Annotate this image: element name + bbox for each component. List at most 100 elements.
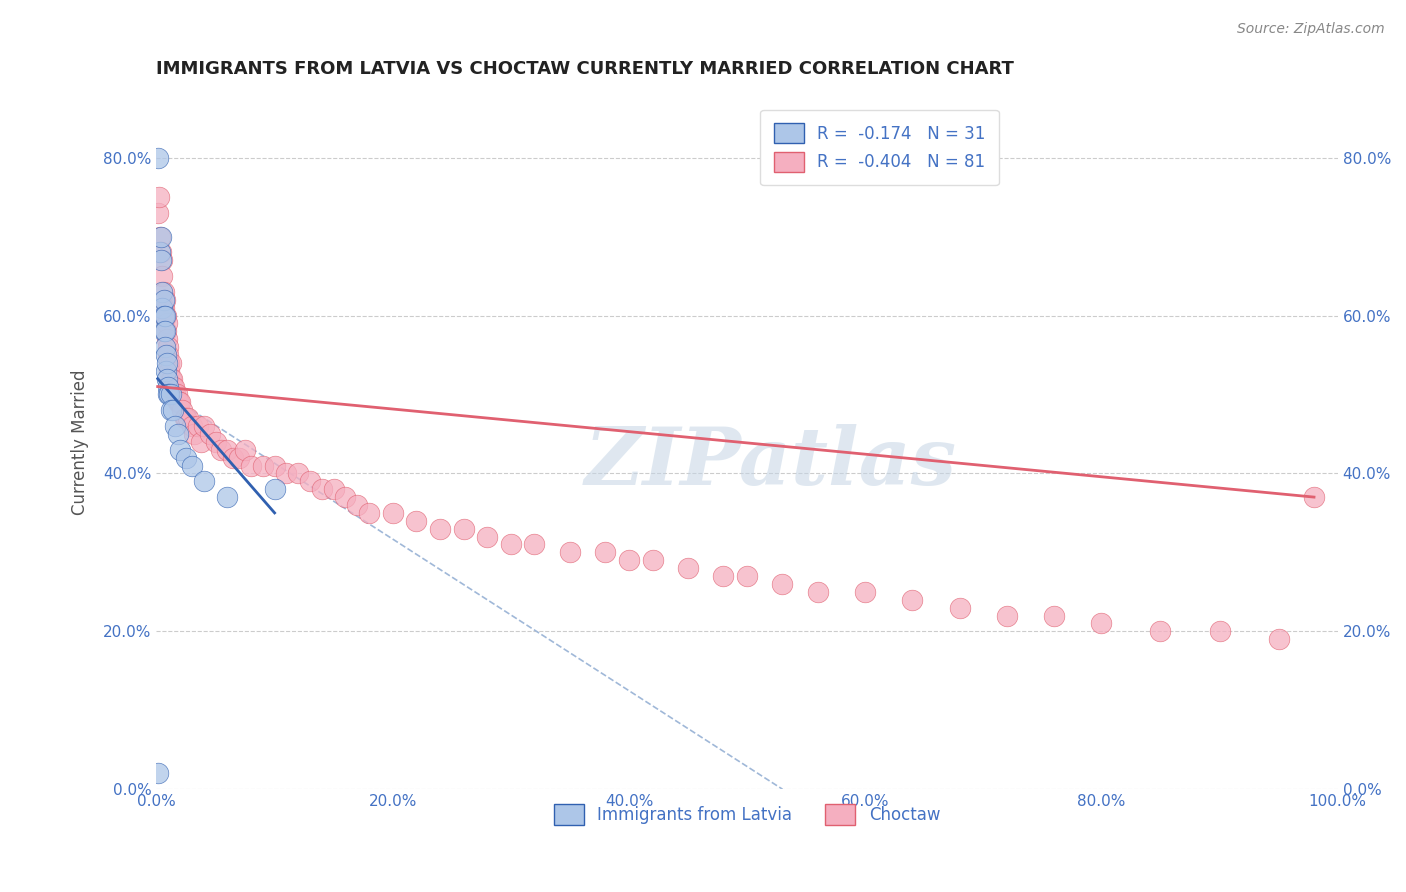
Point [156, 356, 179, 370]
Point [156, 317, 179, 331]
Point [149, 229, 172, 244]
Point [157, 348, 180, 362]
Text: IMMIGRANTS FROM LATVIA VS CHOCTAW CURRENTLY MARRIED CORRELATION CHART: IMMIGRANTS FROM LATVIA VS CHOCTAW CURREN… [156, 60, 1014, 78]
Point [169, 442, 191, 457]
Point [150, 245, 173, 260]
Point [299, 475, 322, 489]
Point [676, 561, 699, 575]
Point [807, 584, 830, 599]
Point [152, 309, 174, 323]
Y-axis label: Currently Married: Currently Married [72, 369, 89, 515]
Point [276, 467, 298, 481]
Legend: Immigrants from Latvia, Choctaw: Immigrants from Latvia, Choctaw [546, 796, 949, 833]
Point [159, 372, 181, 386]
Point [252, 458, 274, 473]
Point [159, 364, 181, 378]
Point [1208, 624, 1230, 639]
Point [263, 458, 285, 473]
Point [173, 411, 195, 425]
Point [159, 356, 181, 370]
Point [190, 434, 212, 449]
Point [149, 245, 172, 260]
Point [222, 450, 245, 465]
Point [155, 324, 177, 338]
Point [157, 340, 180, 354]
Point [558, 545, 581, 559]
Point [772, 577, 794, 591]
Point [193, 475, 215, 489]
Point [153, 340, 176, 354]
Point [146, 206, 169, 220]
Point [211, 442, 233, 457]
Point [166, 387, 188, 401]
Point [152, 285, 174, 299]
Point [167, 395, 190, 409]
Point [713, 569, 735, 583]
Point [169, 395, 191, 409]
Point [152, 285, 174, 299]
Point [152, 301, 174, 315]
Point [187, 419, 209, 434]
Point [150, 229, 173, 244]
Point [311, 482, 333, 496]
Point [228, 450, 250, 465]
Point [159, 356, 181, 370]
Point [152, 253, 174, 268]
Point [217, 490, 239, 504]
Point [1149, 624, 1171, 639]
Point [240, 458, 263, 473]
Point [177, 411, 200, 425]
Point [162, 403, 184, 417]
Point [263, 482, 285, 496]
Point [405, 514, 427, 528]
Point [165, 419, 187, 434]
Point [153, 309, 176, 323]
Point [381, 506, 404, 520]
Point [166, 395, 188, 409]
Point [162, 379, 184, 393]
Point [159, 387, 181, 401]
Point [499, 537, 522, 551]
Point [181, 419, 204, 434]
Point [166, 426, 188, 441]
Point [233, 442, 256, 457]
Point [995, 608, 1018, 623]
Point [152, 268, 174, 283]
Point [148, 190, 170, 204]
Point [174, 450, 197, 465]
Point [159, 403, 181, 417]
Point [150, 253, 173, 268]
Point [204, 434, 226, 449]
Point [160, 372, 183, 386]
Point [155, 348, 177, 362]
Point [153, 293, 176, 307]
Point [735, 569, 758, 583]
Point [346, 498, 368, 512]
Point [172, 403, 194, 417]
Point [146, 766, 169, 780]
Point [153, 324, 176, 338]
Point [163, 379, 186, 393]
Point [193, 419, 215, 434]
Point [153, 309, 176, 323]
Point [183, 426, 205, 441]
Point [949, 600, 972, 615]
Point [901, 592, 924, 607]
Point [1303, 490, 1326, 504]
Text: Source: ZipAtlas.com: Source: ZipAtlas.com [1237, 22, 1385, 37]
Point [152, 324, 174, 338]
Point [595, 545, 617, 559]
Point [159, 387, 181, 401]
Point [165, 387, 187, 401]
Point [198, 426, 221, 441]
Point [322, 482, 344, 496]
Point [359, 506, 381, 520]
Point [152, 301, 174, 315]
Text: ZIPatlas: ZIPatlas [585, 424, 956, 501]
Point [617, 553, 640, 567]
Point [477, 530, 499, 544]
Point [217, 442, 239, 457]
Point [155, 364, 177, 378]
Point [146, 151, 169, 165]
Point [335, 490, 357, 504]
